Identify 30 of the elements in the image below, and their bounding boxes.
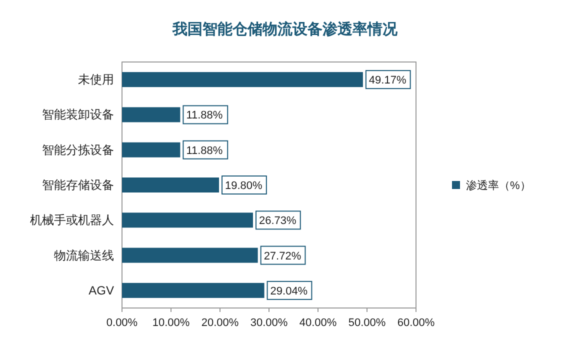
chart-title: 我国智能仓储物流设备渗透率情况 bbox=[172, 20, 398, 38]
bar bbox=[122, 107, 180, 122]
legend-label: 渗透率（%） bbox=[466, 179, 531, 192]
bar bbox=[122, 72, 363, 88]
bar bbox=[122, 282, 264, 298]
y-tick-label: 物流输送线 bbox=[54, 248, 114, 262]
x-tick-label: 10.00% bbox=[152, 317, 190, 329]
data-label: 29.04% bbox=[270, 285, 308, 298]
data-label: 49.17% bbox=[368, 74, 406, 87]
y-tick-label: 智能存储设备 bbox=[42, 178, 114, 192]
data-label: 11.88% bbox=[186, 110, 223, 122]
data-label: 27.72% bbox=[264, 250, 302, 262]
y-tick-label: 机械手或机器人 bbox=[30, 213, 114, 228]
x-tick-label: 20.00% bbox=[201, 317, 239, 329]
y-tick-label: 未使用 bbox=[78, 72, 114, 87]
x-tick-label: 30.00% bbox=[250, 317, 288, 329]
bar bbox=[122, 248, 258, 263]
data-label: 19.80% bbox=[225, 180, 263, 192]
y-tick-label: 智能装卸设备 bbox=[42, 108, 114, 122]
x-tick-label: 50.00% bbox=[348, 317, 386, 329]
bar bbox=[122, 212, 253, 228]
x-tick-label: 60.00% bbox=[397, 317, 435, 329]
bar bbox=[122, 178, 220, 192]
x-tick-label: 40.00% bbox=[299, 317, 337, 329]
x-tick-label: 0.00% bbox=[106, 317, 138, 329]
data-label: 11.88% bbox=[186, 144, 223, 157]
y-tick-label: 智能分拣设备 bbox=[42, 142, 114, 157]
y-tick-label: AGV bbox=[88, 283, 114, 298]
data-label: 26.73% bbox=[258, 215, 297, 228]
bar bbox=[122, 142, 180, 158]
